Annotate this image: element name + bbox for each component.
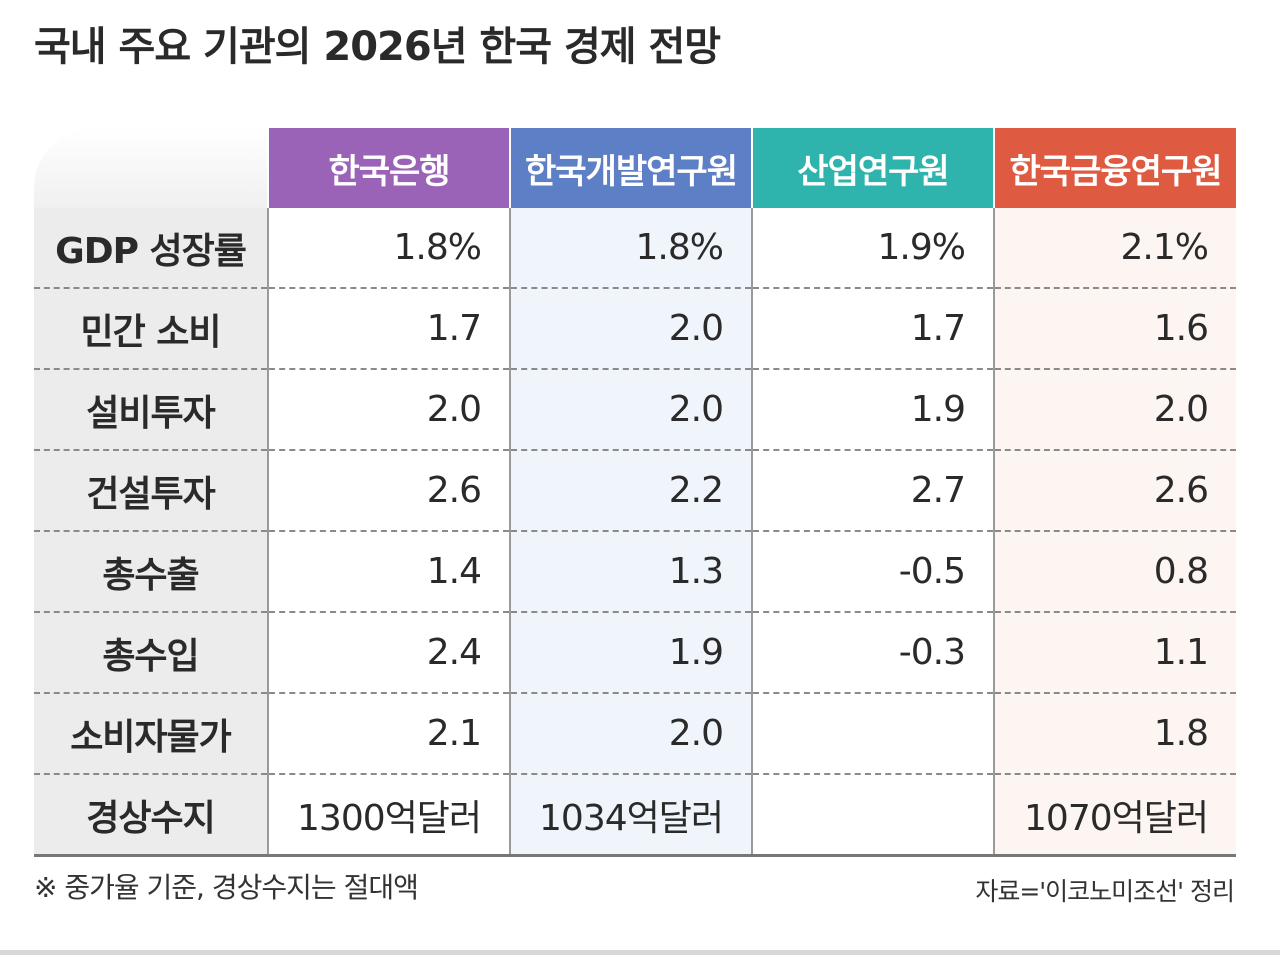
row-label: 경상수지	[34, 774, 268, 857]
table-row: 소비자물가 2.1 2.0 1.8	[34, 693, 1236, 775]
table-cell: -0.3	[751, 612, 994, 694]
table-cell: 1.3	[509, 531, 752, 613]
table-cell: 1.8%	[267, 208, 510, 289]
table-row: 경상수지 1300억달러 1034억달러 1070억달러	[34, 774, 1236, 857]
table-cell: 2.6	[267, 450, 510, 532]
table-row: 총수입 2.4 1.9 -0.3 1.1	[34, 612, 1236, 694]
table-cell	[751, 693, 994, 775]
footnote: ※ 중가율 기준, 경상수지는 절대액	[34, 871, 419, 904]
table-cell: 1.9	[509, 612, 752, 694]
table-cell: 1.9	[751, 369, 994, 451]
table-row: 총수출 1.4 1.3 -0.5 0.8	[34, 531, 1236, 613]
column-header-bank-of-korea: 한국은행	[267, 128, 510, 208]
table-cell: 1300억달러	[267, 774, 510, 857]
table-cell: 2.0	[509, 288, 752, 370]
table-cell: 2.0	[993, 369, 1236, 451]
table-cell: 2.0	[509, 369, 752, 451]
table-cell: 1.8	[993, 693, 1236, 775]
table-cell: 1034억달러	[509, 774, 752, 857]
table-cell: 2.2	[509, 450, 752, 532]
table-row: 설비투자 2.0 2.0 1.9 2.0	[34, 369, 1236, 451]
table-cell	[751, 774, 994, 857]
table-row: GDP 성장률 1.8% 1.8% 1.9% 2.1%	[34, 208, 1236, 289]
row-label: 민간 소비	[34, 288, 268, 370]
table-cell: 1.6	[993, 288, 1236, 370]
row-label: GDP 성장률	[34, 208, 268, 289]
table-cell: 2.0	[509, 693, 752, 775]
table-cell: 1.8%	[509, 208, 752, 289]
header-row: 한국은행 한국개발연구원 산업연구원 한국금융연구원	[34, 128, 1236, 208]
table-corner	[34, 128, 268, 208]
table-row: 민간 소비 1.7 2.0 1.7 1.6	[34, 288, 1236, 370]
table-cell: 1.4	[267, 531, 510, 613]
row-label: 총수입	[34, 612, 268, 694]
row-label: 설비투자	[34, 369, 268, 451]
table-cell: -0.5	[751, 531, 994, 613]
table-row: 건설투자 2.6 2.2 2.7 2.6	[34, 450, 1236, 532]
table-cell: 2.4	[267, 612, 510, 694]
row-label: 건설투자	[34, 450, 268, 532]
table-cell: 2.7	[751, 450, 994, 532]
column-header-kif: 한국금융연구원	[993, 128, 1236, 208]
table-cell: 0.8	[993, 531, 1236, 613]
forecast-table: 한국은행 한국개발연구원 산업연구원 한국금융연구원 GDP 성장률 1.8% …	[34, 128, 1236, 857]
table-cell: 1.9%	[751, 208, 994, 289]
row-label: 총수출	[34, 531, 268, 613]
row-label: 소비자물가	[34, 693, 268, 775]
table-cell: 2.0	[267, 369, 510, 451]
column-header-kdi: 한국개발연구원	[509, 128, 752, 208]
table-cell: 1.7	[751, 288, 994, 370]
column-header-kiet: 산업연구원	[751, 128, 994, 208]
table-cell: 1.1	[993, 612, 1236, 694]
header-corner	[34, 128, 268, 208]
chart-title: 국내 주요 기관의 2026년 한국 경제 전망	[34, 24, 721, 70]
source-credit: 자료='이코노미조선' 정리	[975, 877, 1235, 906]
table-cell: 2.1%	[993, 208, 1236, 289]
table-cell: 1.7	[267, 288, 510, 370]
bottom-divider	[0, 950, 1280, 955]
table-cell: 2.6	[993, 450, 1236, 532]
table-cell: 1070억달러	[993, 774, 1236, 857]
table-cell: 2.1	[267, 693, 510, 775]
